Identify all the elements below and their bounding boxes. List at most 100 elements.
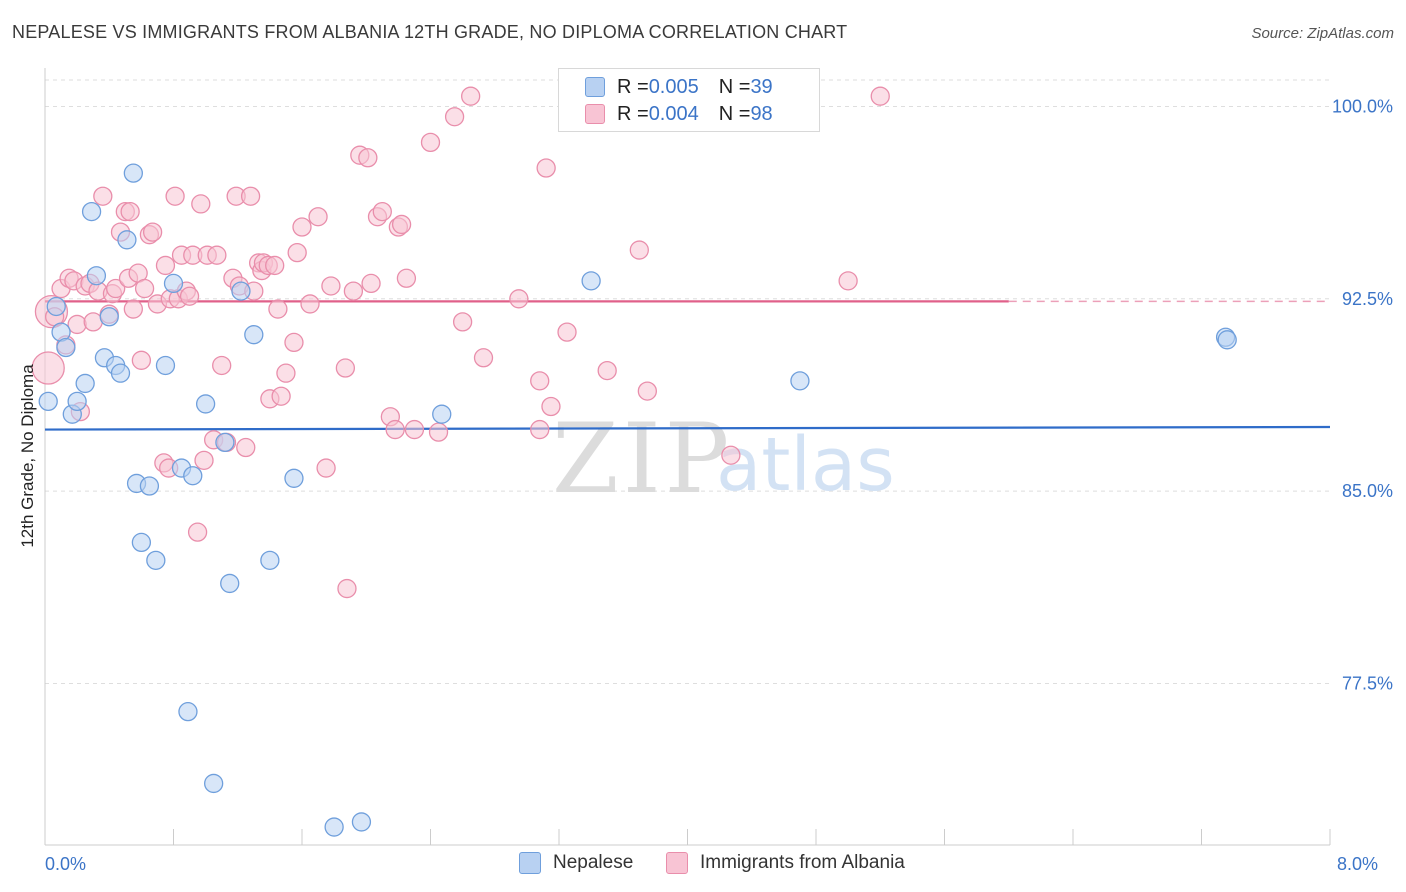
legend-swatch-albania <box>585 104 605 124</box>
albania-point <box>284 332 304 353</box>
nepalese-trend-line <box>44 425 1331 431</box>
nepalese-point <box>46 296 66 317</box>
albania-point <box>391 214 412 235</box>
nepalese-point <box>38 391 58 412</box>
albania-point <box>509 289 529 309</box>
albania-point <box>165 186 185 206</box>
legend-label-nepalese: Nepalese <box>553 852 634 873</box>
y-tick-label: 85.0% <box>1342 481 1393 501</box>
legend-swatch-nepalese <box>519 852 541 874</box>
nepalese-point <box>139 476 160 496</box>
albania-point <box>155 255 176 276</box>
gridlines <box>45 79 1330 684</box>
nepalese-point <box>790 371 810 391</box>
nepalese-point <box>117 230 137 250</box>
albania-point <box>838 271 858 291</box>
albania-point <box>179 286 200 306</box>
watermark-zip: ZIP <box>552 403 733 515</box>
nepalese-point <box>146 550 166 571</box>
albania-point <box>721 445 741 465</box>
legend-item-nepalese[interactable]: Nepalese <box>519 852 633 874</box>
albania-point <box>31 351 65 385</box>
legend-item-albania[interactable]: Immigrants from Albania <box>666 852 905 874</box>
albania-point <box>67 314 87 335</box>
legend-r-value: 0.005 <box>648 75 699 98</box>
albania-point <box>335 358 356 378</box>
albania-point <box>343 281 364 301</box>
nepalese-point <box>432 404 452 424</box>
albania-point <box>337 578 357 599</box>
albania-point <box>187 522 208 542</box>
series-legend: Nepalese Immigrants from Albania <box>0 852 1406 876</box>
albania-point <box>536 158 556 178</box>
nepalese-point <box>324 817 344 837</box>
albania-point <box>385 419 405 440</box>
nepalese-point <box>110 363 131 383</box>
albania-point <box>308 207 328 227</box>
albania-point <box>300 294 320 314</box>
albania-point <box>541 396 561 417</box>
nepalese-point <box>244 325 264 345</box>
legend-n-value: 98 <box>750 102 773 125</box>
albania-point <box>83 312 103 332</box>
legend-n-label: N = <box>718 102 751 125</box>
y-tick-label: 92.5% <box>1342 289 1393 309</box>
albania-point <box>473 348 494 368</box>
nepalese-point <box>581 271 601 291</box>
nepalese-point <box>231 281 251 301</box>
nepalese-point <box>131 532 152 553</box>
albania-point <box>236 437 256 458</box>
nepalese-point <box>86 266 107 286</box>
albania-point <box>240 186 261 206</box>
y-tick-label: 100.0% <box>1332 96 1393 116</box>
albania-point <box>358 148 378 168</box>
albania-point <box>452 312 473 332</box>
nepalese-point <box>220 573 240 594</box>
stats-legend: R = 0.005 N = 39 R = 0.004 N = 98 <box>558 68 820 132</box>
albania-point <box>120 201 140 222</box>
nepalese-point <box>183 466 203 486</box>
y-tick-labels: 100.0% 92.5% 85.0% 77.5% <box>1332 96 1393 693</box>
legend-row-nepalese: R = 0.005 N = 39 <box>585 75 773 99</box>
albania-point <box>194 450 214 470</box>
x-tick-label: 8.0% <box>1337 854 1378 874</box>
albania-point <box>207 245 227 265</box>
nepalese-point <box>99 307 119 327</box>
legend-n-value: 39 <box>750 75 773 98</box>
albania-point <box>361 273 381 294</box>
nepalese-point <box>123 163 143 183</box>
nepalese-point <box>260 550 280 571</box>
albania-point <box>106 278 126 299</box>
watermark-atlas: atlas <box>716 422 895 508</box>
legend-swatch-albania <box>666 852 688 874</box>
albania-point <box>428 422 449 442</box>
albania-point <box>597 360 617 381</box>
watermark: ZIP atlas <box>552 403 895 515</box>
legend-row-albania: R = 0.004 N = 98 <box>585 102 773 126</box>
albania-point <box>142 222 163 242</box>
albania-point <box>268 299 288 319</box>
legend-n-label: N = <box>718 75 751 98</box>
albania-point <box>530 419 550 440</box>
legend-r-label: R = <box>617 75 649 98</box>
albania-point <box>292 217 312 237</box>
albania-point <box>131 350 152 370</box>
nepalese-point <box>284 468 304 488</box>
x-tick-labels: 0.0% 8.0% <box>45 854 1378 874</box>
x-tick-label: 0.0% <box>45 854 86 874</box>
albania-point <box>271 386 291 406</box>
albania-point <box>93 186 113 206</box>
albania-point <box>191 194 211 214</box>
albania-point <box>444 107 465 127</box>
legend-swatch-nepalese <box>585 77 605 97</box>
chart-title: NEPALESE VS IMMIGRANTS FROM ALBANIA 12TH… <box>12 22 848 42</box>
y-tick-label: 77.5% <box>1342 673 1393 693</box>
nepalese-point <box>215 432 235 453</box>
albania-point <box>265 255 285 276</box>
albania-point <box>287 242 307 263</box>
albania-point <box>557 322 577 342</box>
albania-point <box>530 371 550 391</box>
nepalese-point <box>67 391 87 412</box>
albania-point <box>461 86 481 106</box>
nepalese-point <box>178 702 198 722</box>
